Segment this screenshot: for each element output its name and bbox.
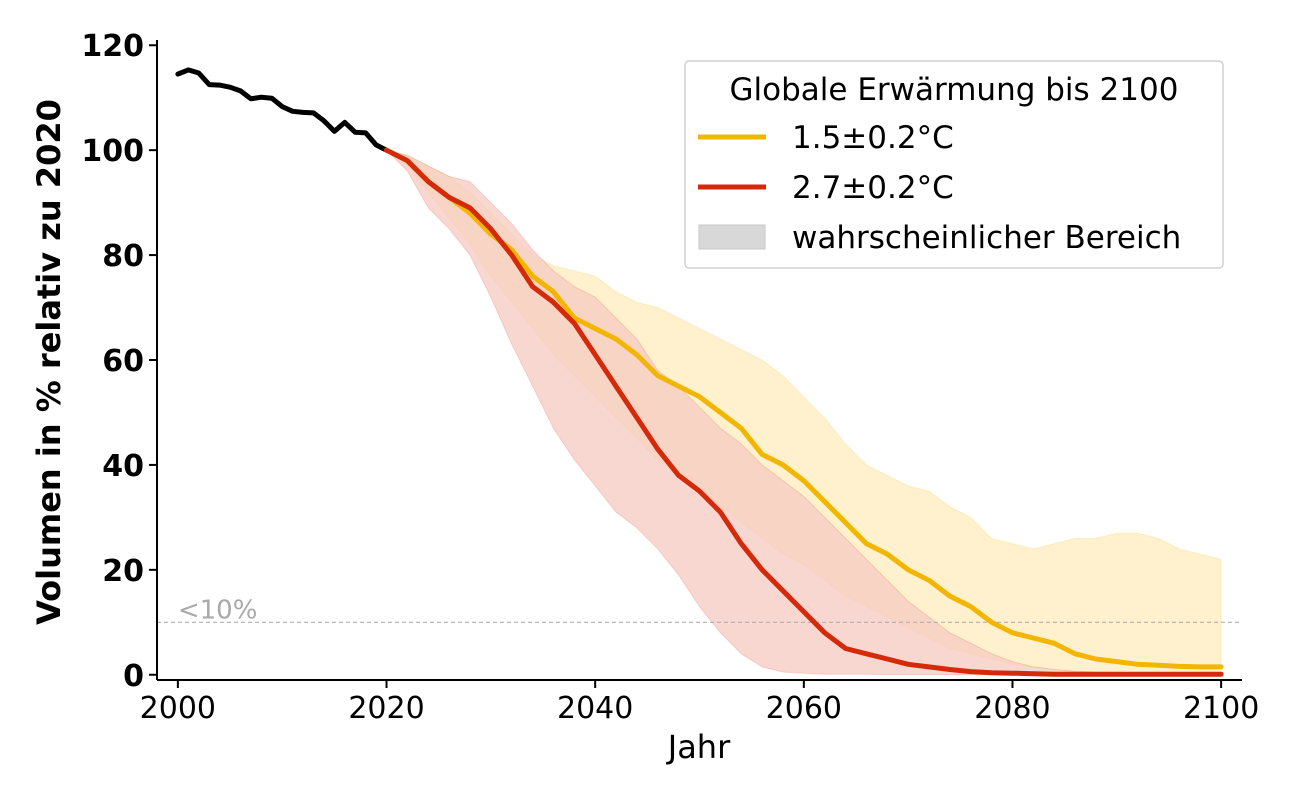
legend-entry-label: 1.5±0.2°C (792, 120, 954, 156)
legend: Globale Erwärmung bis 2100 1.5±0.2°C 2.7±0… (684, 60, 1224, 269)
threshold-group: <10% (157, 595, 1242, 625)
y-tick-label: 0 (123, 659, 144, 694)
x-tick-label: 2080 (974, 691, 1050, 726)
y-tick-label: 60 (102, 344, 144, 379)
y-tick-label: 40 (102, 449, 144, 484)
x-tick-label: 2060 (766, 691, 842, 726)
series-lines (175, 67, 1224, 677)
legend-swatch (698, 224, 766, 250)
x-tick-label: 2020 (348, 691, 424, 726)
y-axis-label: Volumen in % relativ zu 2020 (30, 99, 68, 625)
threshold-label: <10% (178, 595, 258, 625)
y-tick-label: 80 (102, 239, 144, 274)
legend-title: Globale Erwärmung bis 2100 (730, 72, 1179, 108)
x-tick-label: 2100 (1183, 691, 1259, 726)
legend-box (684, 60, 1224, 269)
x-axis-label: Jahr (666, 728, 731, 766)
series-line-1 (384, 147, 1224, 670)
y-tick-label: 100 (81, 134, 144, 169)
legend-entry-label: wahrscheinlicher Bereich (792, 220, 1181, 256)
series-line-0 (175, 67, 389, 153)
x-tick-label: 2000 (140, 691, 216, 726)
series-line-2 (384, 147, 1224, 677)
x-tick-label: 2040 (557, 691, 633, 726)
y-tick-label: 20 (102, 554, 144, 589)
legend-entry-label: 2.7±0.2°C (792, 170, 954, 206)
y-tick-label: 120 (81, 29, 144, 64)
